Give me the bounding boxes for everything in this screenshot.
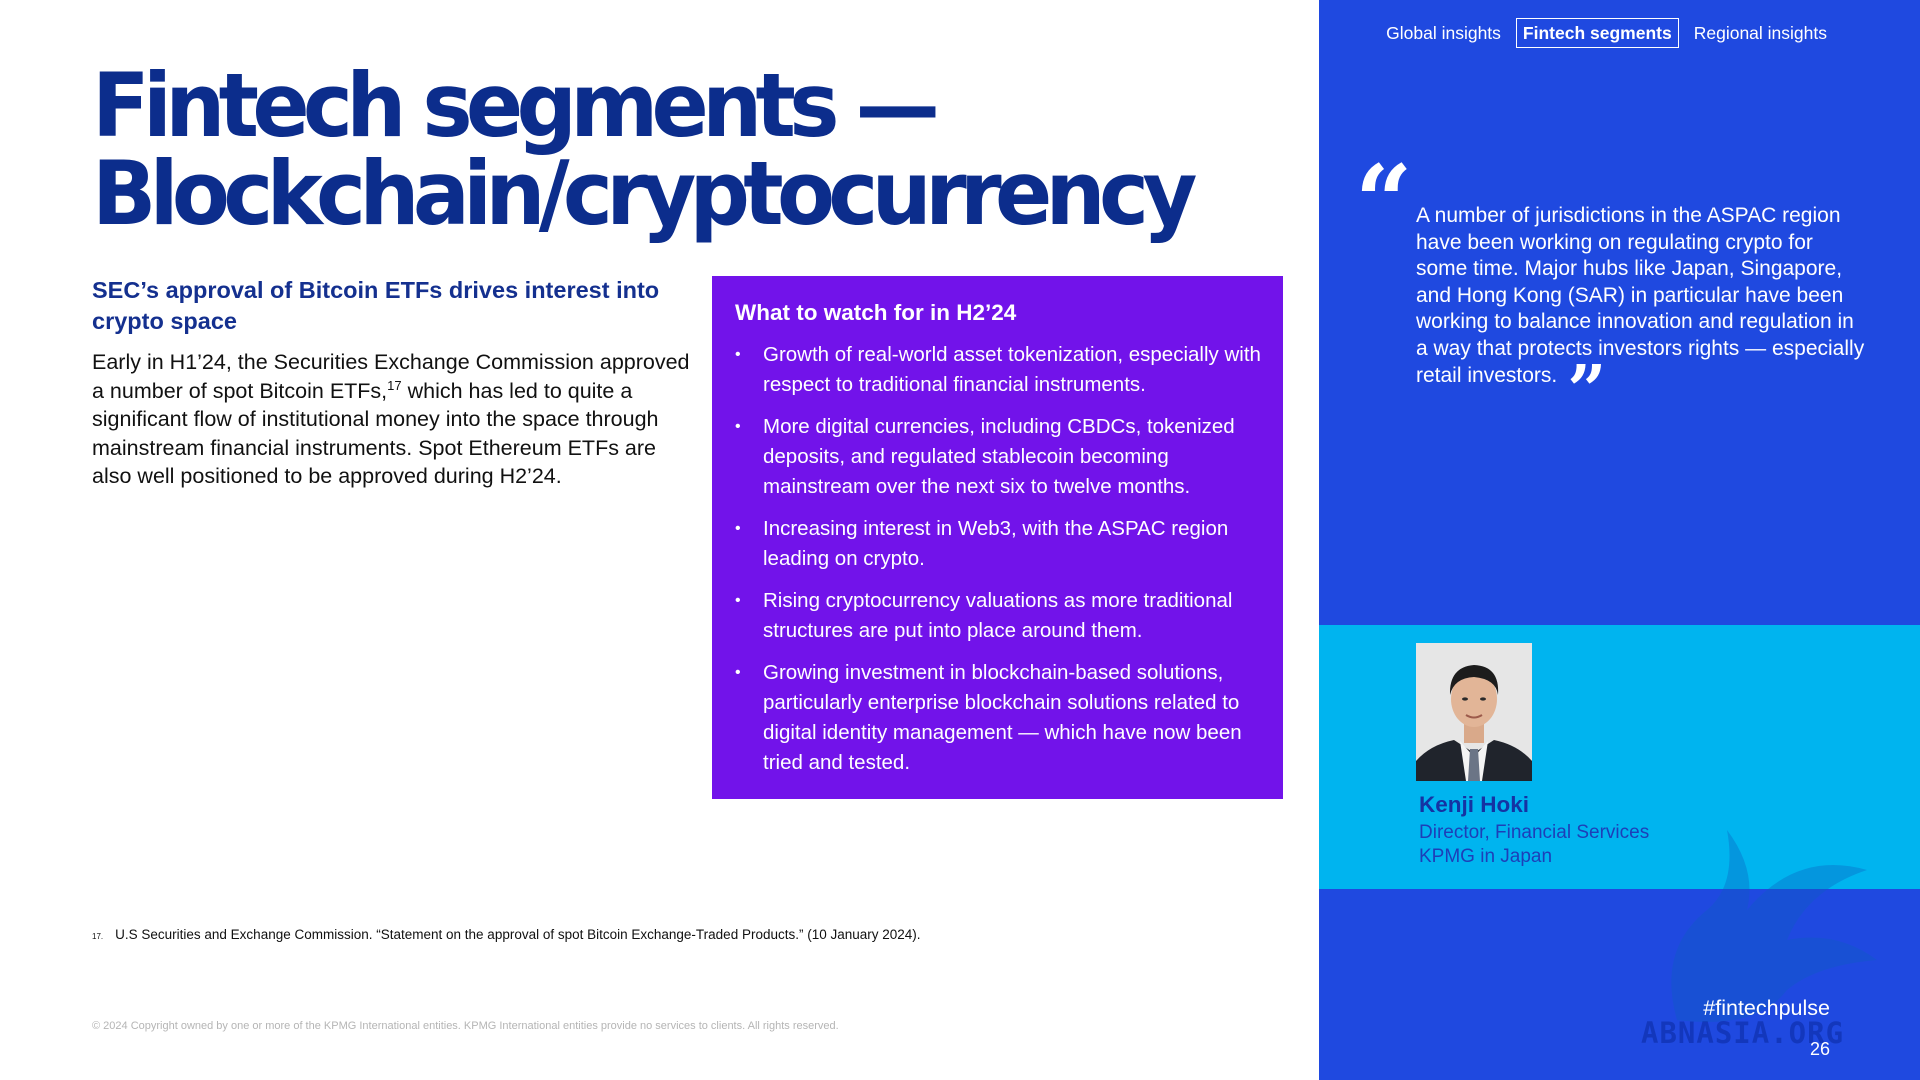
hashtag: #fintechpulse: [1703, 996, 1830, 1020]
tab-global-insights[interactable]: Global insights: [1386, 23, 1501, 43]
list-item: • Increasing interest in Web3, with the …: [735, 514, 1269, 574]
page-number: 26: [1809, 1039, 1830, 1059]
footnote-reference[interactable]: 17: [387, 377, 402, 393]
page-title-line-2: Blockchain/cryptocurrency: [92, 142, 1197, 245]
close-quote-icon: ”: [1567, 350, 1607, 431]
tab-regional-insights[interactable]: Regional insights: [1693, 23, 1827, 43]
section-subheading: SEC’s approval of Bitcoin ETFs drives in…: [92, 277, 660, 334]
page-title: Fintech segments — Blockchain/cryptocurr…: [92, 54, 1197, 245]
quote-text: A number of jurisdictions in the ASPAC r…: [1416, 203, 1866, 431]
page-title-line-1: Fintech segments —: [92, 54, 940, 157]
person-photo: [1416, 643, 1532, 781]
footnote-number: 17.: [92, 932, 104, 941]
open-quote-icon: “: [1355, 143, 1413, 261]
what-to-watch-title: What to watch for in H2’24: [735, 300, 1017, 325]
tab-fintech-segments[interactable]: Fintech segments: [1515, 18, 1679, 48]
bullet-icon: •: [735, 592, 741, 609]
list-item-text: Increasing interest in Web3, with the AS…: [763, 517, 1229, 570]
person-name: Kenji Hoki: [1419, 792, 1530, 817]
section-tabs: Global insights Fintech segments Regiona…: [1319, 18, 1920, 48]
list-item: • More digital currencies, including CBD…: [735, 412, 1269, 502]
person-role: Director, Financial Services: [1419, 822, 1650, 843]
bullet-icon: •: [735, 418, 741, 435]
quote-body: A number of jurisdictions in the ASPAC r…: [1416, 204, 1865, 387]
bullet-icon: •: [735, 346, 741, 363]
bullet-icon: •: [735, 520, 741, 537]
body-paragraph: Early in H1’24, the Securities Exchange …: [92, 348, 692, 491]
quote-panel: Global insights Fintech segments Regiona…: [1319, 0, 1920, 1080]
list-item: • Rising cryptocurrency valuations as mo…: [735, 586, 1269, 646]
copyright-notice: © 2024 Copyright owned by one or more of…: [92, 1020, 839, 1032]
list-item-text: Growing investment in blockchain-based s…: [763, 661, 1242, 774]
person-organization: KPMG in Japan: [1419, 846, 1553, 867]
list-item-text: Growth of real-world asset tokenization,…: [763, 343, 1261, 396]
bullet-icon: •: [735, 664, 741, 681]
body-text-part-1: Early in H1’24, the Securities Exchange …: [92, 350, 690, 403]
list-item: • Growth of real-world asset tokenizatio…: [735, 340, 1269, 400]
what-to-watch-list: • Growth of real-world asset tokenizatio…: [735, 340, 1269, 778]
footnote-text: U.S Securities and Exchange Commission. …: [115, 927, 921, 942]
body-text-part-2: which has led to quite a significant flo…: [92, 378, 659, 489]
portrait-illustration: [1416, 643, 1532, 781]
watermark-dragon-icon: [1671, 830, 1877, 1022]
list-item: • Growing investment in blockchain-based…: [735, 658, 1269, 778]
watermark-text: ABNASIA.ORG: [1641, 1016, 1845, 1050]
footnote: 17. U.S Securities and Exchange Commissio…: [92, 926, 921, 946]
list-item-text: Rising cryptocurrency valuations as more…: [763, 589, 1233, 642]
list-item-text: More digital currencies, including CBDCs…: [763, 415, 1235, 498]
what-to-watch-box: What to watch for in H2’24 • Growth of r…: [712, 276, 1283, 799]
